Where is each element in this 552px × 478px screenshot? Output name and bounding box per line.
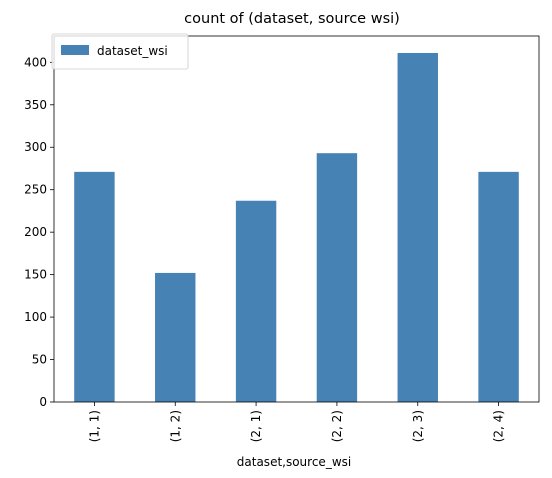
bar-5 [478, 171, 519, 402]
y-tick-label-0: 0 [39, 395, 47, 409]
y-axis: 0 50 100 150 200 250 300 350 400 [24, 55, 54, 409]
x-tick-label-1: (1, 2) [168, 410, 182, 442]
x-tick-label-4: (2, 3) [411, 410, 425, 442]
legend-swatch [61, 45, 89, 55]
y-tick-label-5: 250 [24, 183, 47, 197]
bar-3 [316, 153, 358, 402]
chart-title: count of (dataset, source wsi) [184, 11, 400, 27]
x-tick-label-0: (1, 1) [87, 410, 101, 442]
legend-label: dataset_wsi [97, 44, 168, 58]
legend: dataset_wsi [51, 33, 189, 70]
y-tick-label-4: 200 [24, 225, 47, 239]
x-tick-label-5: (2, 4) [492, 410, 506, 442]
bar-2 [235, 200, 277, 402]
x-tick-label-2: (2, 1) [249, 410, 263, 442]
x-axis-label: dataset,source_wsi [237, 455, 351, 469]
y-tick-label-2: 100 [24, 310, 47, 324]
x-tick-label-3: (2, 2) [330, 410, 344, 442]
y-tick-label-3: 150 [24, 268, 47, 282]
bar-0 [74, 171, 115, 402]
legend-box [51, 33, 189, 70]
x-axis: (1, 1) (1, 2) (2, 1) (2, 2) (2, 3) (2, 4) [87, 402, 506, 442]
y-tick-label-7: 350 [24, 98, 47, 112]
bar-4 [397, 52, 438, 402]
y-tick-label-6: 300 [24, 140, 47, 154]
y-tick-label-8: 400 [24, 55, 47, 69]
plot-frame [53, 35, 540, 403]
bar-1 [155, 272, 196, 402]
y-tick-label-1: 50 [32, 353, 47, 367]
bars-group [74, 52, 519, 402]
